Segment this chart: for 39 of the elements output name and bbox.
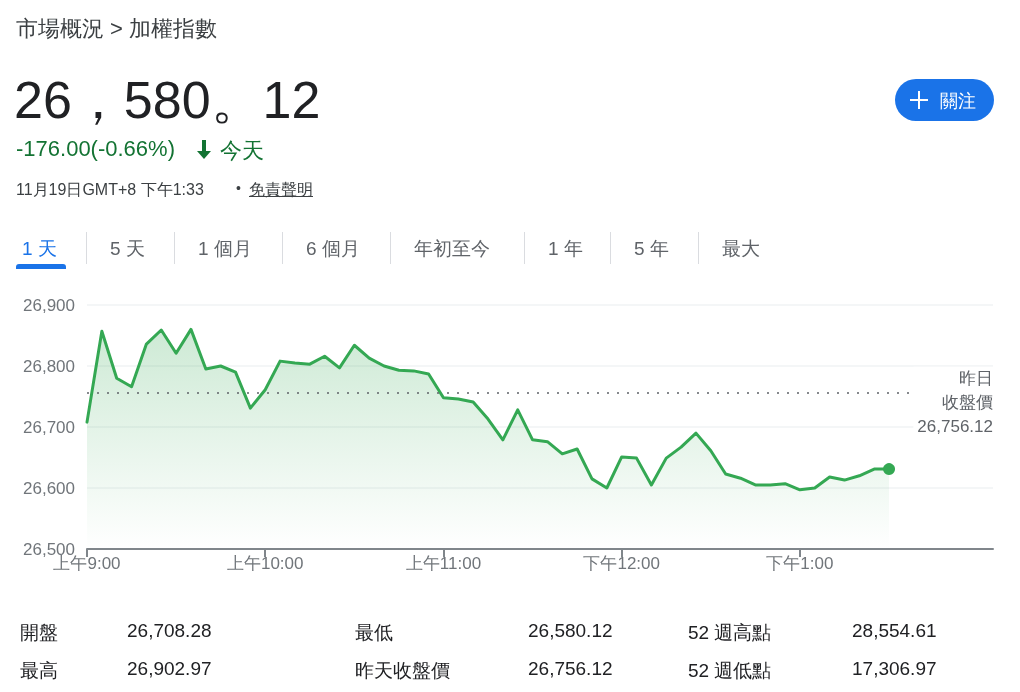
text: •: [236, 180, 241, 196]
text: 昨天收盤價: [355, 659, 450, 683]
text: 26,580.12: [528, 620, 613, 642]
text: 最大: [722, 237, 760, 261]
x-tick-label: 上午9:00: [53, 554, 121, 573]
x-tick-label: 下午12:00: [583, 554, 660, 573]
text: 5 天: [110, 237, 145, 261]
text: -176.00(-0.66%): [16, 136, 175, 162]
text: 11月19日GMT+8 下午1:33: [16, 180, 204, 200]
text: 最低: [355, 621, 393, 645]
x-tick-label: 上午10:00: [226, 554, 304, 573]
text: 26,902.97: [127, 658, 212, 680]
y-tick-label: 26,900: [23, 295, 75, 315]
annotation: 26,756.12: [917, 417, 993, 437]
text: 最高: [20, 659, 58, 683]
y-tick-label: 26,800: [23, 356, 75, 376]
chart-subtitle: 26，580。12: [14, 70, 321, 131]
text: 年初至今: [414, 237, 490, 261]
text: 1 個月: [198, 237, 252, 261]
text: 52 週低點: [688, 659, 772, 683]
text: 開盤: [20, 621, 58, 645]
x-tick-label: 下午1:00: [766, 554, 834, 573]
text: 5 年: [634, 237, 669, 261]
text: 17,306.97: [852, 658, 937, 680]
x-tick-label: 上午11:00: [405, 554, 482, 573]
text: 28,554.61: [852, 620, 937, 642]
text: 今天: [220, 137, 264, 165]
text: 1 年: [548, 237, 583, 261]
y-tick-label: 26,600: [23, 478, 75, 498]
text: 免責聲明: [249, 180, 313, 200]
text: 52 週高點: [688, 621, 772, 645]
chart-title: 市場概況 > 加權指數: [16, 15, 218, 43]
text: 26,708.28: [127, 620, 212, 642]
text: 1 天: [22, 237, 57, 261]
text: 6 個月: [306, 237, 360, 261]
ref-line-label: 昨日收盤價: [942, 369, 993, 413]
text: 26,756.12: [528, 658, 613, 679]
y-tick-label: 26,700: [23, 417, 75, 437]
text: 關注: [940, 90, 976, 113]
